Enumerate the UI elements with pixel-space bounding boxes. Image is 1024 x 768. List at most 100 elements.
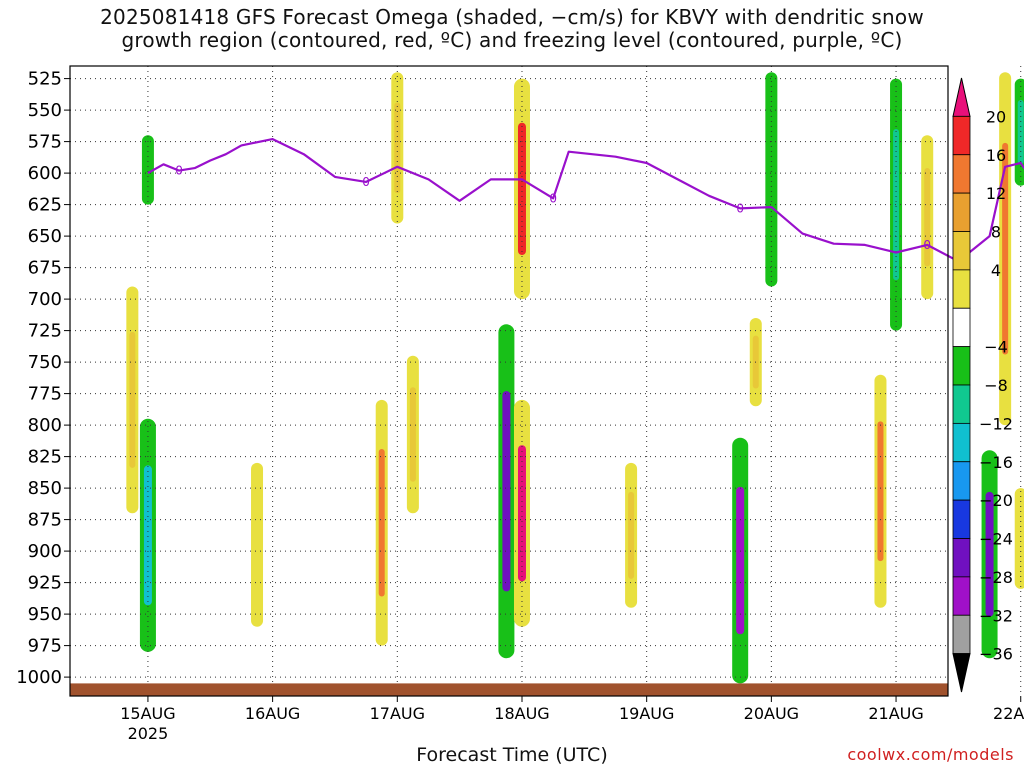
freezing-level-label-3: 0: [736, 201, 744, 215]
omega-shading: [126, 72, 1024, 684]
colorbar-label-3: 8: [991, 223, 1001, 242]
x-tick-label-4: 19AUG: [619, 704, 674, 723]
colorbar-label-9: −20: [979, 491, 1013, 510]
y-tick-label-3: 600: [28, 163, 62, 184]
colorbar-label-11: −28: [979, 568, 1013, 587]
freezing-level-label-4: 0: [923, 238, 931, 252]
omega-cell-core-11: [736, 486, 745, 635]
freezing-level-label-2: 0: [549, 191, 557, 205]
chart-title-line-2: growth region (contoured, red, ºC) and f…: [121, 28, 903, 52]
colorbar-band-2: [952, 154, 971, 194]
y-tick-label-0: 525: [28, 69, 62, 90]
y-tick-label-12: 825: [28, 447, 62, 468]
axes: [69, 65, 949, 697]
x-tick-label-5: 20AUG: [744, 704, 799, 723]
colorbar-band-3: [952, 192, 971, 232]
colorbar-label-8: −16: [979, 453, 1013, 472]
freezing-level-contour: 0 0 0 0 0: [147, 138, 1024, 263]
colorbar-band-6: [952, 307, 971, 348]
y-tick-label-8: 725: [28, 321, 62, 342]
omega-cell-core-1: [144, 149, 151, 191]
colorbar-band-7: [952, 346, 971, 386]
y-tick-label-7: 700: [28, 289, 62, 310]
x-axis-label: Forecast Time (UTC): [416, 744, 608, 766]
omega-cell-core-20: [1017, 508, 1024, 569]
colorbar-band-8: [952, 384, 971, 424]
y-tick-label-18: 975: [28, 636, 62, 657]
ground-layer: [70, 683, 948, 696]
y-tick-label-17: 950: [28, 604, 62, 625]
omega-cell-core-14: [877, 421, 884, 562]
colorbar-bottom-arrow: [952, 653, 971, 693]
omega-cell-core-5: [394, 102, 401, 194]
colorbar-band-13: [952, 576, 971, 616]
omega-cell-core-2: [129, 331, 136, 468]
colorbar-band-12: [952, 538, 971, 578]
colorbar-band-9: [952, 422, 971, 463]
colorbar-label-12: −32: [979, 606, 1013, 625]
omega-cell-core-15: [893, 129, 900, 281]
y-tick-label-15: 900: [28, 541, 62, 562]
colorbar-top-arrow: [952, 77, 971, 117]
x-tick-label-7: 22AUG: [993, 704, 1024, 723]
colorbar-label-5: −4: [984, 338, 1008, 357]
colorbar-band-14: [952, 614, 971, 655]
x-tick-label-3: 18AUG: [494, 704, 549, 723]
colorbar-label-2: 12: [986, 184, 1006, 203]
omega-cell-core-16: [924, 168, 931, 267]
omega-cell-core-6: [409, 387, 416, 482]
omega-cell-core-0: [143, 465, 152, 606]
y-axis-ticks: 525 550 575 600 625 650 675 700 725 750 775 800 825 8…: [16, 69, 70, 688]
colorbar-band-5: [952, 269, 971, 309]
x-year-label: 2025: [128, 724, 169, 743]
ground-fill: [70, 683, 948, 696]
credit-link[interactable]: coolwx.com/models: [847, 745, 1014, 764]
omega-cell-core-4: [378, 449, 385, 597]
y-tick-label-14: 875: [28, 510, 62, 531]
y-tick-label-10: 775: [28, 384, 62, 405]
y-tick-label-13: 850: [28, 478, 62, 499]
colorbar-band-1: [952, 115, 971, 156]
colorbar-label-0: 20: [986, 107, 1006, 126]
y-tick-label-11: 800: [28, 415, 62, 436]
y-tick-label-2: 575: [28, 132, 62, 153]
omega-cell-core-18: [1002, 142, 1009, 355]
omega-cell-core-8: [502, 391, 511, 592]
x-tick-label-0: 15AUG: [120, 704, 175, 723]
omega-cell-core-13: [768, 115, 775, 244]
chart-title-line-1: 2025081418 GFS Forecast Omega (shaded, −…: [100, 5, 924, 29]
chart-title: 2025081418 GFS Forecast Omega (shaded, −…: [0, 6, 1024, 52]
y-tick-label-19: 1000: [16, 667, 62, 688]
colorbar-label-7: −12: [979, 414, 1013, 433]
colorbar-label-1: 16: [986, 146, 1006, 165]
colorbar-band-4: [952, 231, 971, 271]
freezing-level-label-0: 0: [175, 164, 183, 178]
y-tick-label-5: 650: [28, 226, 62, 247]
x-tick-label-1: 16AUG: [245, 704, 300, 723]
colorbar-label-6: −8: [984, 376, 1008, 395]
y-tick-label-16: 925: [28, 573, 62, 594]
gridlines: [70, 66, 1022, 696]
omega-cell-core-3: [254, 495, 261, 594]
omega-cell-core-17: [985, 491, 994, 617]
colorbar-label-10: −24: [979, 530, 1013, 549]
freezing-level-label-1: 0: [362, 175, 370, 189]
colorbar-band-11: [952, 499, 971, 539]
x-axis-ticks: 15AUG 16AUG 17AUG 18AUG 19AUG 20AUG 21AUG 22AUG…: [120, 696, 1024, 743]
x-tick-label-6: 21AUG: [868, 704, 923, 723]
y-tick-label-1: 550: [28, 100, 62, 121]
y-tick-label-9: 750: [28, 352, 62, 373]
omega-cell-core-9: [517, 445, 526, 582]
omega-cell-core-7: [517, 122, 526, 255]
plot-frame: [69, 65, 949, 697]
x-tick-label-2: 17AUG: [370, 704, 425, 723]
y-tick-label-4: 625: [28, 195, 62, 216]
colorbar-legend: 20 16 12 8 4 −4 −8 −12 −16 −20 −24 −28 −32 −36: [952, 77, 1013, 693]
omega-cell-core-19: [1017, 100, 1024, 165]
freezing-level-line: [147, 138, 1024, 263]
colorbar-band-10: [952, 461, 971, 501]
colorbar-label-13: −36: [979, 645, 1013, 664]
y-tick-label-6: 675: [28, 258, 62, 279]
colorbar-label-4: 4: [991, 261, 1001, 280]
